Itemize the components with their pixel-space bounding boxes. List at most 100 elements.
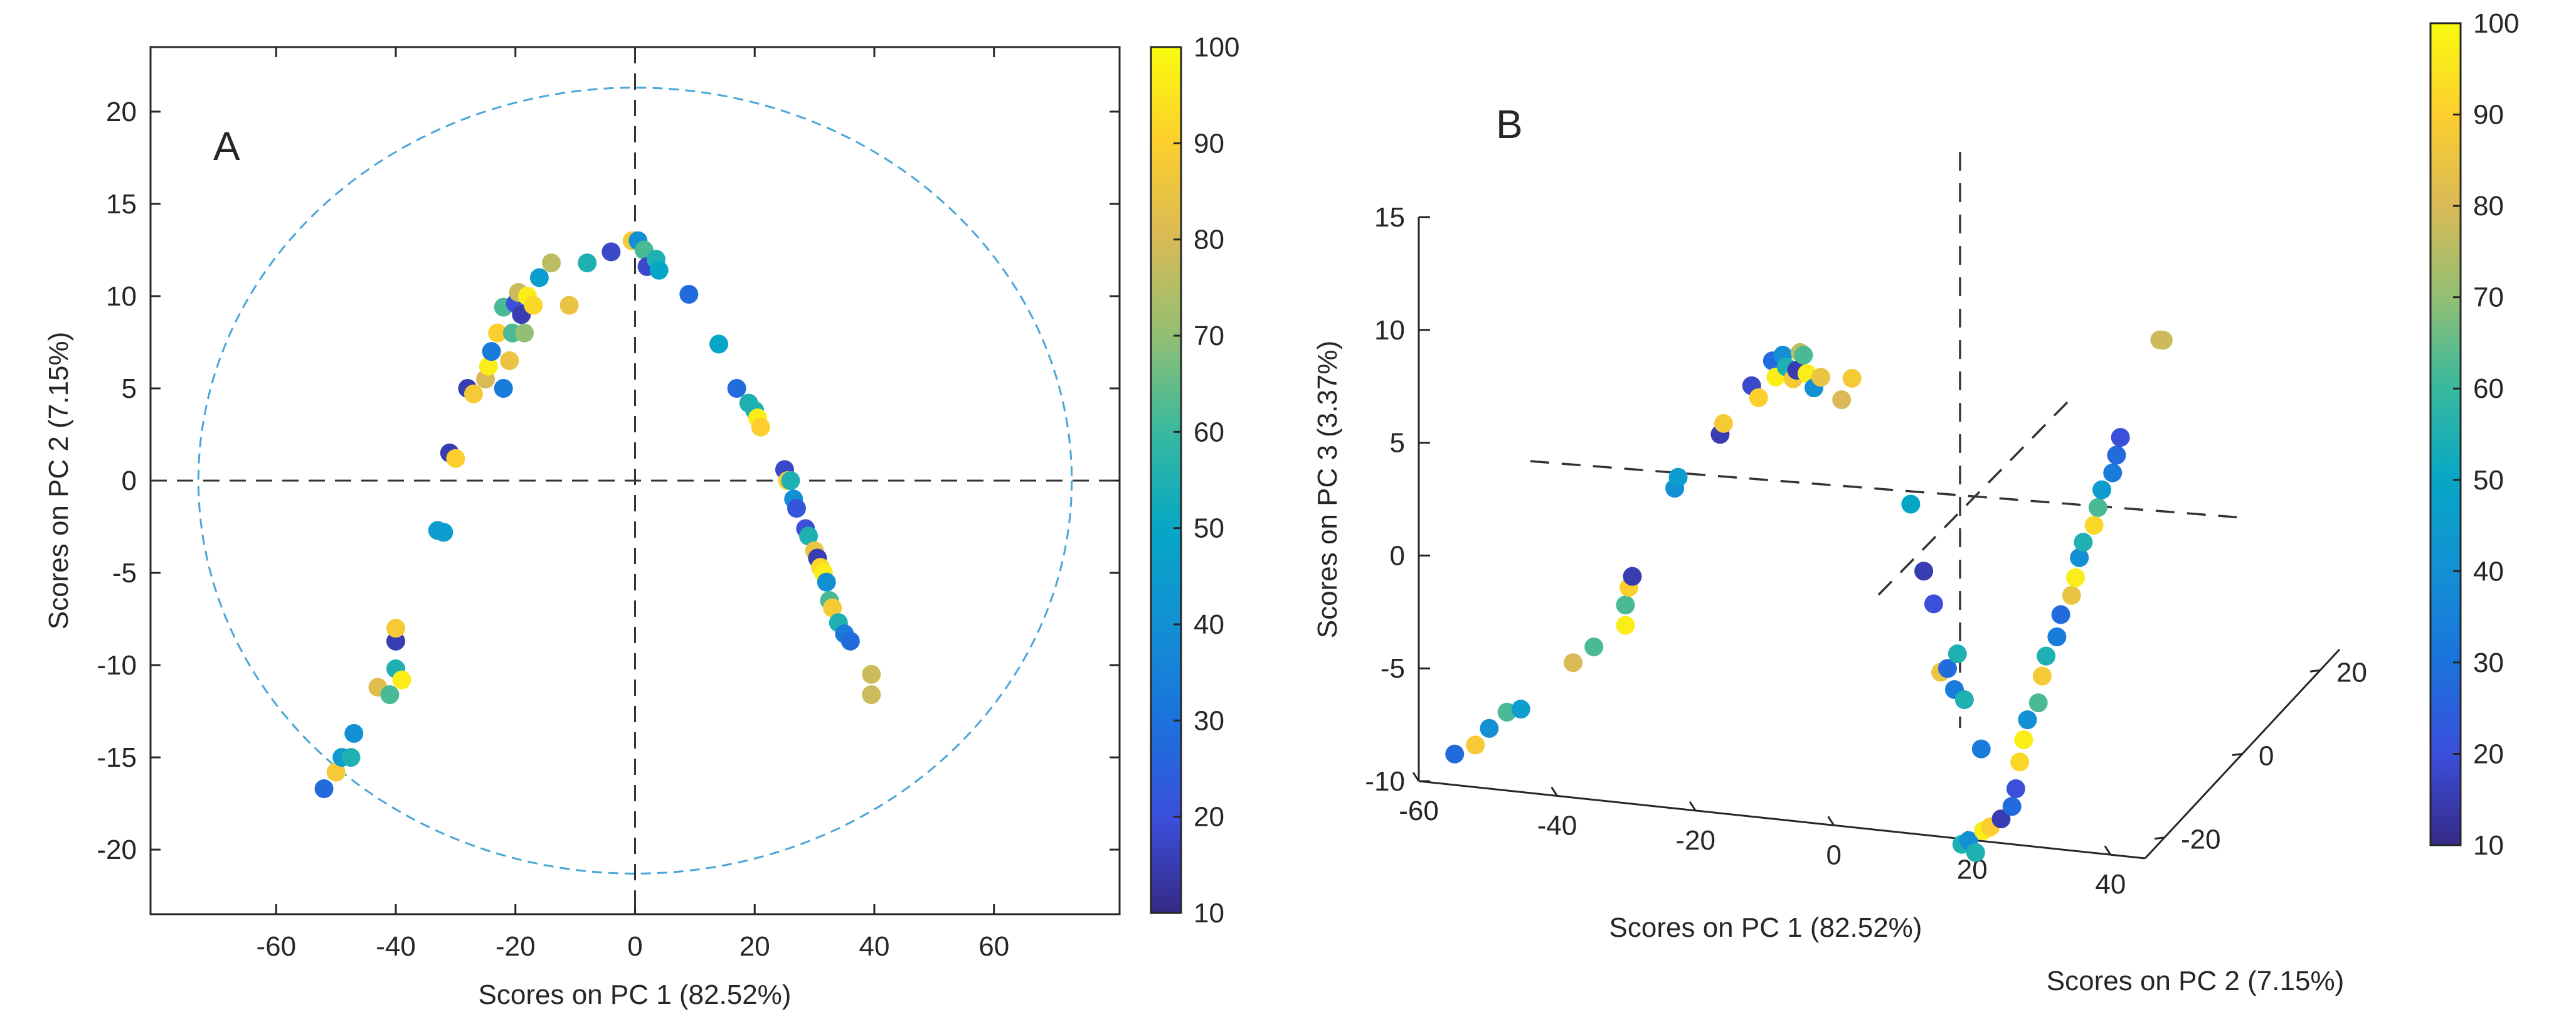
data-point xyxy=(1714,413,1733,433)
y-tick-label: -20 xyxy=(2181,824,2221,855)
colorbar-a-ticks: 10 20 30 40 50 60 70 80 90 100 xyxy=(1174,32,1239,929)
data-point xyxy=(1948,644,1967,664)
data-point xyxy=(2153,331,2173,350)
data-point xyxy=(479,356,498,376)
data-point xyxy=(1466,735,1485,755)
y-tick-label: -5 xyxy=(112,558,137,589)
data-point xyxy=(787,499,806,518)
x-tick-label: 0 xyxy=(1826,840,1841,870)
colorbar-a-gradient xyxy=(1150,46,1182,914)
z-tick-label: 5 xyxy=(1390,428,1405,459)
z-tick-label: 15 xyxy=(1374,202,1405,233)
data-point xyxy=(1445,744,1465,764)
data-point xyxy=(529,268,549,287)
x-tick-label: -40 xyxy=(376,931,416,962)
data-point xyxy=(862,685,881,705)
panel-a: -60 -40 -20 0 20 40 60 -20 -15 -10 -5 0 5 10 15 20 A Sc… xyxy=(43,46,1121,1010)
data-point xyxy=(524,296,543,315)
data-point xyxy=(1794,345,1813,365)
data-point xyxy=(2088,498,2107,517)
colorbar-tick-label: 50 xyxy=(2473,465,2504,496)
colorbar-tick-label: 60 xyxy=(2473,373,2504,404)
colorbar-tick-label: 30 xyxy=(2473,648,2504,678)
data-point xyxy=(1480,718,1499,738)
data-point xyxy=(500,351,519,370)
y-tick xyxy=(2309,669,2321,673)
data-point xyxy=(326,762,346,782)
data-point xyxy=(2018,710,2037,730)
panel-b-xlabel: Scores on PC 1 (82.52%) xyxy=(1609,912,1922,943)
data-point xyxy=(1991,809,2011,829)
data-point xyxy=(1914,562,1934,581)
y-tick-label: -15 xyxy=(97,742,137,773)
data-point xyxy=(341,748,361,767)
data-point xyxy=(541,253,561,273)
colorbar-tick-label: 40 xyxy=(1194,609,1224,640)
data-point xyxy=(2092,480,2112,499)
z-tick-label: -5 xyxy=(1381,653,1405,684)
z-tick-label: 0 xyxy=(1390,540,1405,571)
data-point xyxy=(709,334,729,354)
data-point xyxy=(2028,693,2048,713)
data-point xyxy=(2010,752,2030,772)
colorbar-tick-label: 70 xyxy=(1194,321,1224,351)
data-point xyxy=(344,723,364,743)
colorbar-tick-label: 40 xyxy=(2473,556,2504,587)
data-point xyxy=(823,598,842,617)
x-tick-label: 40 xyxy=(2095,869,2126,900)
x-tick xyxy=(2104,845,2112,855)
colorbar-tick-label: 10 xyxy=(2473,830,2504,861)
data-point xyxy=(727,378,746,398)
panel-b-zlabel: Scores on PC 3 (3.37%) xyxy=(1312,341,1343,638)
data-point xyxy=(799,526,819,546)
x-tick-label: 0 xyxy=(627,931,642,962)
data-point xyxy=(515,323,534,343)
x-tick-label: 20 xyxy=(739,931,770,962)
data-point xyxy=(386,619,406,638)
panel-a-ticks: -60 -40 -20 0 20 40 60 -20 -15 -10 -5 0 5 10 15 20 xyxy=(97,47,1120,962)
colorbar-tick-label: 70 xyxy=(2473,282,2504,313)
data-point xyxy=(2051,605,2070,624)
panel-b-points xyxy=(1445,330,2173,862)
colorbar-tick-label: 90 xyxy=(1194,128,1224,159)
x-tick xyxy=(1688,801,1697,811)
colorbar-tick-label: 30 xyxy=(1194,705,1224,736)
data-point xyxy=(2107,445,2126,465)
data-point xyxy=(578,253,597,273)
data-point xyxy=(840,631,860,651)
data-point xyxy=(2066,568,2085,587)
colorbar-tick-label: 90 xyxy=(2473,100,2504,131)
data-point xyxy=(1938,659,1957,678)
data-point xyxy=(1924,594,1943,614)
y-tick-label: 10 xyxy=(106,281,137,312)
data-point xyxy=(2002,797,2022,816)
x-tick-label: -20 xyxy=(496,931,536,962)
data-point xyxy=(781,471,800,490)
data-point xyxy=(862,664,881,684)
colorbar-tick-label: 50 xyxy=(1194,513,1224,544)
y-tick-label: 20 xyxy=(106,97,137,127)
data-point xyxy=(602,242,621,262)
pc1-zero-line xyxy=(1530,460,2243,519)
y-tick-label: 5 xyxy=(122,373,137,404)
data-point xyxy=(1842,368,1862,388)
panel-b-ylabel: Scores on PC 2 (7.15%) xyxy=(2047,966,2344,996)
x-tick-label: 40 xyxy=(859,931,890,962)
colorbar-tick-label: 100 xyxy=(2473,8,2519,39)
x-tick xyxy=(1412,772,1420,782)
panel-a-points xyxy=(314,231,881,799)
data-point xyxy=(2070,548,2089,567)
data-point xyxy=(2037,646,2056,666)
data-point xyxy=(392,670,411,690)
colorbar-tick-label: 10 xyxy=(1194,898,1224,929)
data-point xyxy=(1954,690,1974,710)
data-point xyxy=(314,779,334,799)
data-point xyxy=(1511,700,1530,719)
data-point xyxy=(2062,585,2081,605)
data-point xyxy=(434,523,453,542)
data-point xyxy=(1584,637,1604,656)
y-tick-label: 0 xyxy=(2259,741,2274,772)
colorbar-b-ticks: 10 20 30 40 50 60 70 80 90 100 xyxy=(2453,8,2519,861)
